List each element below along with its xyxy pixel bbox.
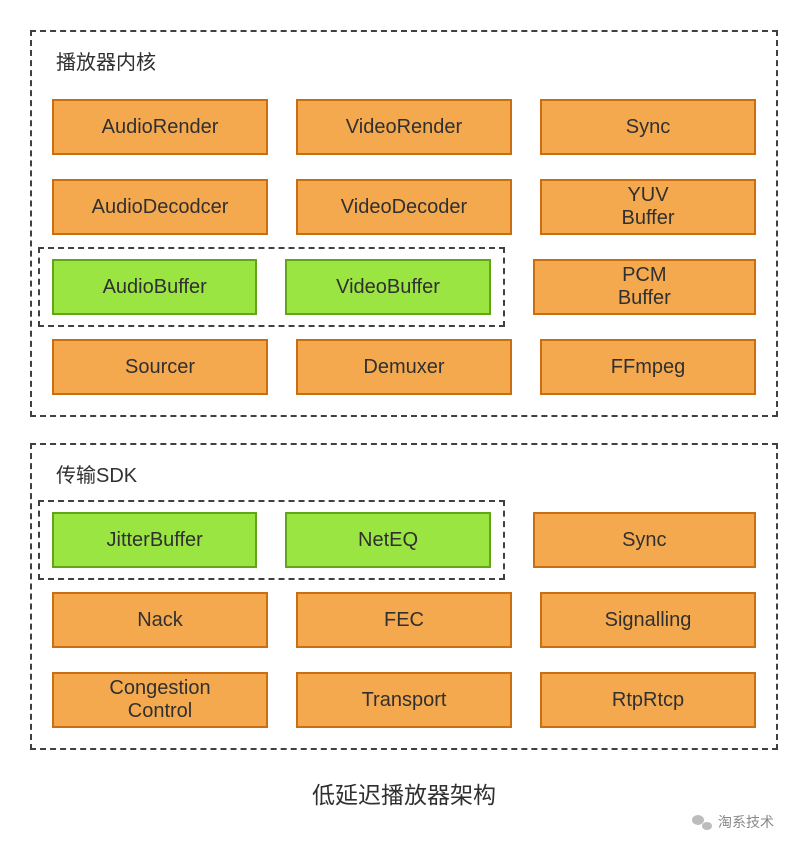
module-box: Sourcer xyxy=(52,339,268,395)
module-box: VideoDecoder xyxy=(296,179,512,235)
caption: 低延迟播放器架构 xyxy=(30,776,778,810)
module-box: Sync xyxy=(540,99,756,155)
module-box: VideoRender xyxy=(296,99,512,155)
row: AudioDecodcer VideoDecoder YUV Buffer xyxy=(52,179,756,235)
wechat-icon xyxy=(692,814,712,830)
dashed-group: JitterBuffer NetEQ xyxy=(38,500,505,580)
row: Congestion Control Transport RtpRtcp xyxy=(52,672,756,728)
module-box: AudioRender xyxy=(52,99,268,155)
dashed-group: AudioBuffer VideoBuffer xyxy=(38,247,505,327)
footer-label: 淘系技术 xyxy=(718,812,774,832)
module-box: Congestion Control xyxy=(52,672,268,728)
section-title: 传输SDK xyxy=(56,459,756,488)
module-box: NetEQ xyxy=(285,512,490,568)
module-box: Nack xyxy=(52,592,268,648)
module-box: RtpRtcp xyxy=(540,672,756,728)
module-box: FEC xyxy=(296,592,512,648)
module-box: AudioDecodcer xyxy=(52,179,268,235)
row: AudioRender VideoRender Sync xyxy=(52,99,756,155)
module-box: Transport xyxy=(296,672,512,728)
module-box: VideoBuffer xyxy=(285,259,490,315)
footer: 淘系技术 xyxy=(30,812,778,832)
module-box: FFmpeg xyxy=(540,339,756,395)
module-box: JitterBuffer xyxy=(52,512,257,568)
section: 播放器内核 AudioRender VideoRender Sync AudioDeco… xyxy=(30,30,778,417)
diagram-root: 播放器内核 AudioRender VideoRender Sync AudioDeco… xyxy=(30,30,778,832)
module-box: Signalling xyxy=(540,592,756,648)
module-box: AudioBuffer xyxy=(52,259,257,315)
row: Nack FEC Signalling xyxy=(52,592,756,648)
row: Sourcer Demuxer FFmpeg xyxy=(52,339,756,395)
row: AudioBuffer VideoBuffer PCM Buffer xyxy=(52,259,756,315)
module-box: PCM Buffer xyxy=(533,259,756,315)
section: 传输SDK JitterBuffer NetEQ Sync Nack FEC Signall… xyxy=(30,443,778,750)
row: JitterBuffer NetEQ Sync xyxy=(52,512,756,568)
module-box: Demuxer xyxy=(296,339,512,395)
module-box: Sync xyxy=(533,512,756,568)
section-title: 播放器内核 xyxy=(56,46,756,75)
module-box: YUV Buffer xyxy=(540,179,756,235)
